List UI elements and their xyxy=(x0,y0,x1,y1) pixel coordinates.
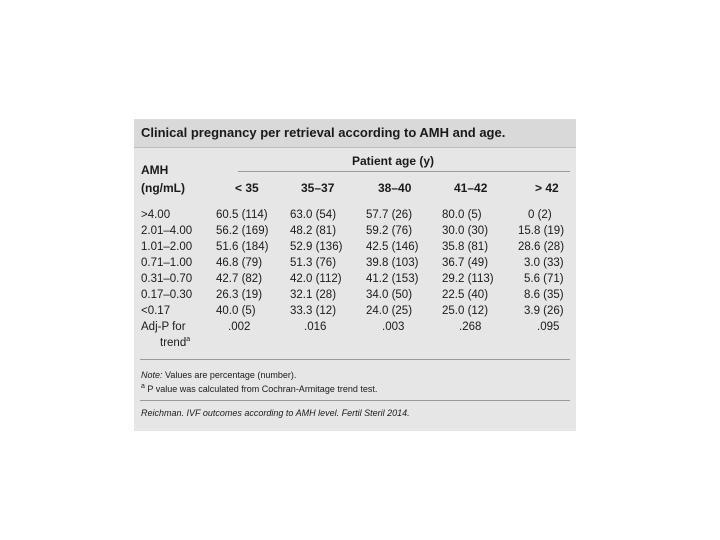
row-label: <0.17 xyxy=(141,305,171,317)
table-cell: 25.0 (12) xyxy=(442,305,489,317)
row-label: >4.00 xyxy=(141,209,171,221)
footnote-marker: a xyxy=(186,336,191,343)
table-cell: 8.6 (35) xyxy=(524,289,564,301)
table-bottom-rule xyxy=(140,359,570,360)
table-cell: 60.5 (114) xyxy=(216,209,268,221)
table-cell: 59.2 (76) xyxy=(366,225,413,237)
trend-word: trend xyxy=(160,336,187,349)
trend-row-label-cont: trenda xyxy=(160,336,190,349)
col-header-lt35: < 35 xyxy=(235,181,259,195)
table-cell: 22.5 (40) xyxy=(442,289,489,301)
table-cell: 32.1 (28) xyxy=(290,289,337,301)
trend-row-label: Adj-P for xyxy=(141,321,186,333)
table-cell: 51.3 (76) xyxy=(290,257,337,269)
table-cell: 42.5 (146) xyxy=(366,241,419,253)
table-cell: 28.6 (28) xyxy=(518,241,565,253)
table-cell: 15.8 (19) xyxy=(518,225,565,237)
table-figure: Clinical pregnancy per retrieval accordi… xyxy=(134,119,576,431)
table-cell: 34.0 (50) xyxy=(366,289,413,301)
table-cell: 5.6 (71) xyxy=(524,273,564,285)
table-cell: 56.2 (169) xyxy=(216,225,269,237)
row-header-amh: AMH xyxy=(141,163,169,177)
trend-cell: .095 xyxy=(537,321,560,333)
table-footnote: a P value was calculated from Cochran-Ar… xyxy=(141,383,377,394)
trend-cell: .002 xyxy=(228,321,251,333)
table-cell: 41.2 (153) xyxy=(366,273,419,285)
group-header-rule xyxy=(238,171,570,172)
table-cell: 51.6 (184) xyxy=(216,241,269,253)
table-cell: 57.7 (26) xyxy=(366,209,413,221)
table-cell: 80.0 (5) xyxy=(442,209,482,221)
table-title-bar: Clinical pregnancy per retrieval accordi… xyxy=(134,119,576,148)
table-cell: 63.0 (54) xyxy=(290,209,337,221)
row-label: 0.17–0.30 xyxy=(141,289,193,301)
table-cell: 42.7 (82) xyxy=(216,273,263,285)
group-header-patient-age: Patient age (y) xyxy=(352,154,435,168)
table-cell: 0 (2) xyxy=(528,209,552,221)
footnote-rule xyxy=(140,400,570,401)
row-label: 0.71–1.00 xyxy=(141,257,193,269)
trend-cell: .003 xyxy=(382,321,405,333)
table-cell: 3.0 (33) xyxy=(524,257,564,269)
table-cell: 42.0 (112) xyxy=(290,273,342,285)
table-cell: 48.2 (81) xyxy=(290,225,337,237)
col-header-41-42: 41–42 xyxy=(454,181,488,195)
table-cell: 3.9 (26) xyxy=(524,305,564,317)
table-cell: 40.0 (5) xyxy=(216,305,256,317)
table-cell: 39.8 (103) xyxy=(366,257,419,269)
note-text: Values are percentage (number). xyxy=(162,370,297,380)
table-cell: 29.2 (113) xyxy=(442,273,494,285)
table-cell: 35.8 (81) xyxy=(442,241,489,253)
table-cell: 24.0 (25) xyxy=(366,305,413,317)
note-prefix: Note: xyxy=(141,370,163,380)
footnote-marker-a: a xyxy=(141,383,145,390)
table-cell: 46.8 (79) xyxy=(216,257,263,269)
trend-cell: .268 xyxy=(459,321,482,333)
table-cell: 26.3 (19) xyxy=(216,289,263,301)
row-label: 0.31–0.70 xyxy=(141,273,193,285)
row-header-unit: (ng/mL) xyxy=(141,181,185,195)
citation: Reichman. IVF outcomes according to AMH … xyxy=(141,408,410,418)
table-cell: 33.3 (12) xyxy=(290,305,337,317)
footnote-text: P value was calculated from Cochran-Armi… xyxy=(144,384,378,394)
table-cell: 30.0 (30) xyxy=(442,225,489,237)
trend-cell: .016 xyxy=(304,321,327,333)
col-header-gt42: > 42 xyxy=(535,181,559,195)
table-cell: 52.9 (136) xyxy=(290,241,343,253)
col-header-35-37: 35–37 xyxy=(301,181,335,195)
col-header-38-40: 38–40 xyxy=(378,181,412,195)
row-label: 1.01–2.00 xyxy=(141,241,193,253)
table-note: Note: Values are percentage (number). xyxy=(141,370,296,380)
table-title: Clinical pregnancy per retrieval accordi… xyxy=(141,125,506,140)
table-cell: 36.7 (49) xyxy=(442,257,489,269)
row-label: 2.01–4.00 xyxy=(141,225,193,237)
